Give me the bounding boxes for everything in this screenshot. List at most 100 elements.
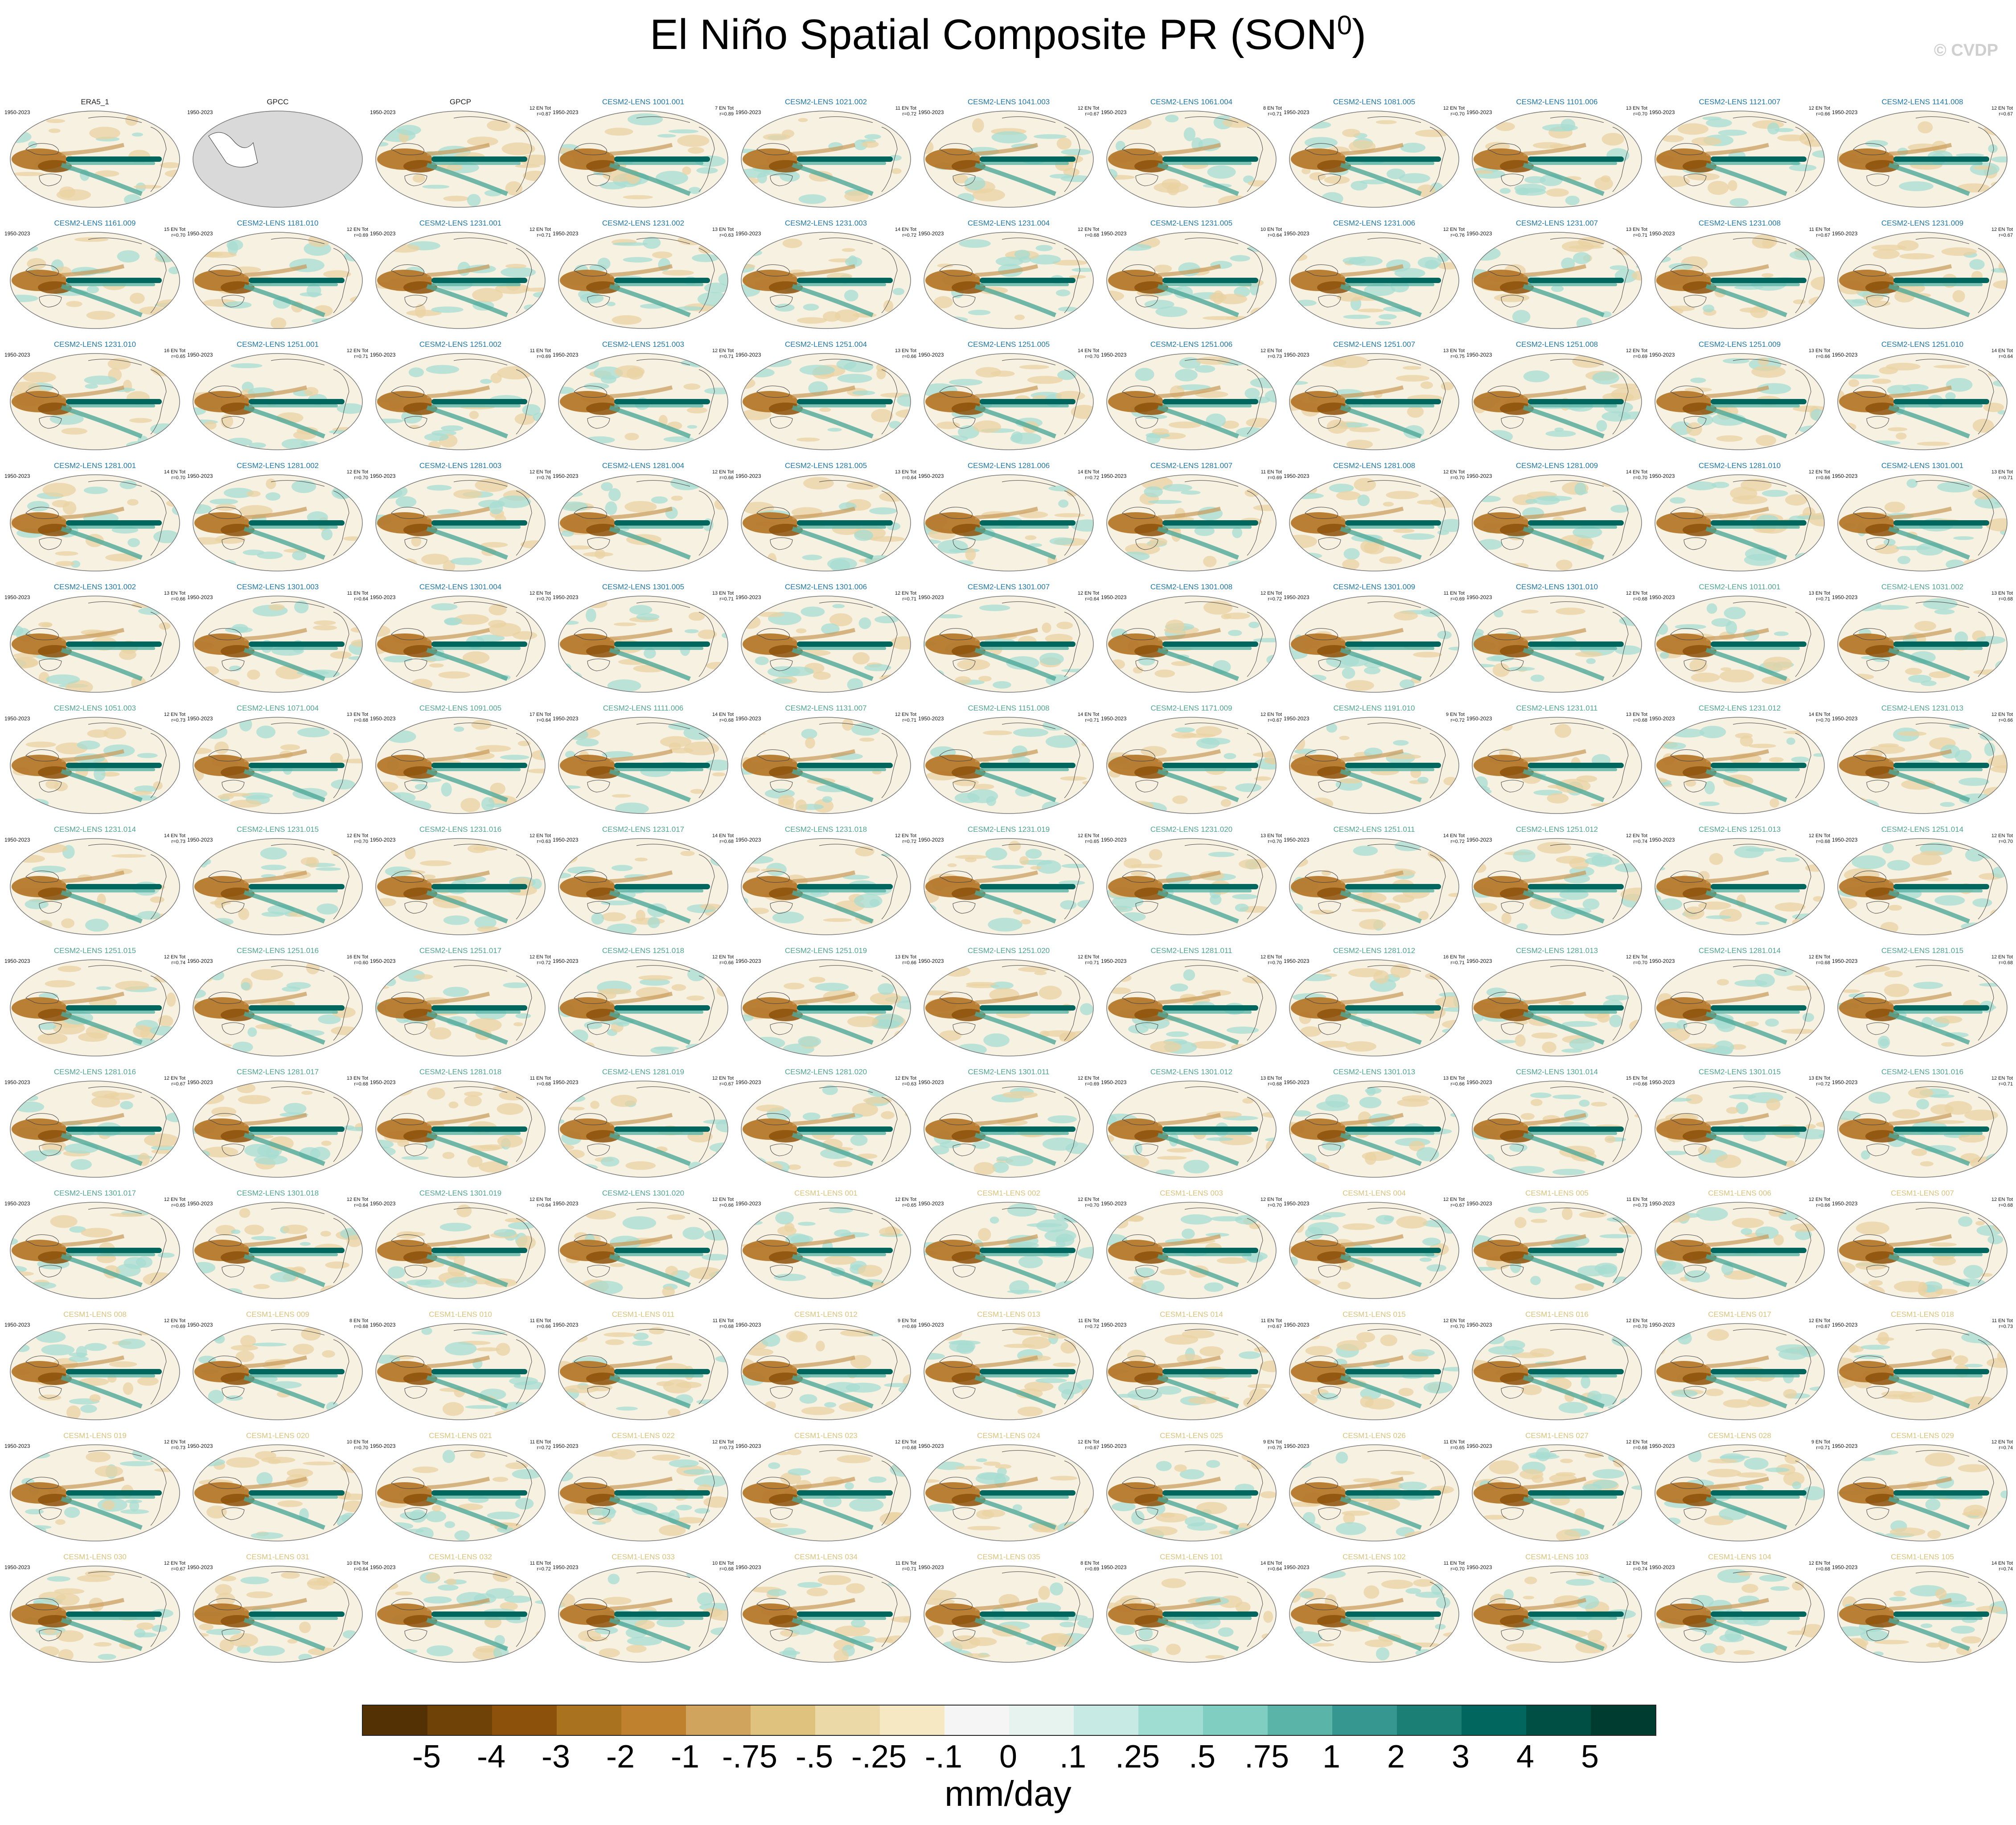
colorbar-swatch [1462, 1706, 1526, 1735]
panel-stats: 12 EN Tot r=0.74 [1626, 1561, 1647, 1572]
panel-title: CESM2-LENS 1251.005 [967, 340, 1050, 349]
panel-event-count: 13 EN Tot [1443, 1076, 1465, 1081]
panel-period: 1950-2023 [187, 1200, 213, 1207]
panel-period: 1950-2023 [1101, 1322, 1127, 1328]
panel-stats: 12 EN Tot r=0.69 [347, 227, 368, 238]
precip-anomaly-map [1106, 596, 1277, 693]
panel-period: 1950-2023 [1466, 473, 1492, 479]
precip-anomaly-map [1837, 717, 2008, 814]
panel-title: CESM2-LENS 1281.018 [419, 1068, 502, 1076]
panel-correlation: r=0.70 [1450, 475, 1465, 481]
panel-stats: 12 EN Tot r=0.73 [712, 1439, 734, 1451]
panel-event-count: 12 EN Tot [1808, 106, 1830, 111]
panel-title: GPCP [449, 98, 472, 106]
panel-period: 1950-2023 [187, 473, 213, 479]
panel-correlation: r=0.65 [902, 1203, 917, 1208]
panel-period: 1950-2023 [1649, 715, 1675, 722]
panel-correlation: r=0.68 [1633, 596, 1648, 602]
map-panel: CESM2-LENS 1231.005 1950-2023 10 EN Tot r=0… [1100, 217, 1283, 338]
map-panel: CESM2-LENS 1231.013 1950-2023 12 EN Tot r=0… [1831, 702, 2014, 823]
precip-anomaly-map [1106, 111, 1277, 208]
precip-anomaly-map [10, 1444, 180, 1541]
map-panel: CESM2-LENS 1301.018 1950-2023 12 EN Tot r=0… [186, 1187, 369, 1308]
precip-anomaly-map [193, 1566, 363, 1663]
map-panel: CESM1-LENS 101 1950-2023 14 EN Tot r=0.64 [1100, 1551, 1283, 1672]
panel-stats: 12 EN Tot r=0.76 [1443, 227, 1465, 238]
panel-title: GPCC [267, 98, 289, 106]
precip-anomaly-map [741, 596, 911, 693]
colorbar-swatch [557, 1706, 621, 1735]
panel-event-count: 12 EN Tot [895, 833, 916, 839]
panel-period: 1950-2023 [553, 1079, 579, 1085]
map-panel: CESM1-LENS 027 1950-2023 12 EN Tot r=0.68 [1466, 1430, 1648, 1551]
panel-correlation: r=0.68 [719, 1566, 734, 1572]
colorbar-tick-label: -.5 [795, 1739, 833, 1775]
panel-correlation: r=0.74 [1633, 1566, 1648, 1572]
panel-correlation: r=0.69 [537, 354, 551, 359]
panel-stats: 14 EN Tot r=0.64 [1991, 348, 2013, 360]
panel-period: 1950-2023 [370, 352, 396, 358]
panel-title: CESM2-LENS 1281.008 [1333, 461, 1416, 470]
precip-anomaly-map [1289, 111, 1459, 208]
panel-correlation: r=0.70 [171, 233, 186, 238]
map-panel: CESM2-LENS 1301.019 1950-2023 12 EN Tot r=0… [369, 1187, 552, 1308]
panel-title: CESM2-LENS 1231.010 [53, 340, 136, 349]
panel-period: 1950-2023 [1466, 1200, 1492, 1207]
panel-period: 1950-2023 [187, 837, 213, 843]
colorbar-tick-label: 0 [999, 1739, 1018, 1775]
panel-stats: 8 EN Tot r=0.71 [1263, 106, 1282, 117]
panel-correlation: r=0.74 [1633, 839, 1648, 844]
panel-row: CESM1-LENS 008 1950-2023 12 EN Tot r=0.69 CE… [4, 1308, 2014, 1430]
panel-row: CESM2-LENS 1231.014 1950-2023 14 EN Tot r=0… [4, 823, 2014, 945]
precip-anomaly-map [1472, 1566, 1642, 1663]
panel-title: CESM2-LENS 1071.004 [236, 704, 319, 712]
panel-title: CESM1-LENS 012 [794, 1310, 858, 1319]
panel-event-count: 13 EN Tot [712, 591, 734, 596]
panel-title: CESM1-LENS 003 [1160, 1189, 1223, 1197]
precip-anomaly-map [375, 1081, 546, 1178]
panel-period: 1950-2023 [370, 958, 396, 964]
panel-event-count: 12 EN Tot [346, 1197, 368, 1202]
map-panel: CESM2-LENS 1181.010 1950-2023 12 EN Tot r=0… [186, 217, 369, 338]
map-panel: CESM2-LENS 1231.020 1950-2023 13 EN Tot r=0… [1100, 823, 1283, 945]
precip-anomaly-map [1655, 1566, 1825, 1663]
panel-title: CESM2-LENS 1251.010 [1881, 340, 1964, 349]
precip-anomaly-map [1106, 717, 1277, 814]
panel-title: CESM2-LENS 1251.015 [53, 946, 136, 955]
panel-event-count: 11 EN Tot [895, 106, 916, 111]
panel-event-count: 12 EN Tot [1808, 469, 1830, 475]
precip-anomaly-map [10, 596, 180, 693]
panel-event-count: 14 EN Tot [164, 833, 185, 839]
panel-event-count: 11 EN Tot [530, 1318, 551, 1324]
panel-stats: 12 EN Tot r=0.70 [1078, 1197, 1099, 1208]
panel-title: CESM2-LENS 1251.003 [602, 340, 685, 349]
panel-period: 1950-2023 [735, 715, 761, 722]
panel-correlation: r=0.68 [354, 718, 369, 723]
panel-event-count: 12 EN Tot [1991, 833, 2013, 839]
map-panel: CESM2-LENS 1231.014 1950-2023 14 EN Tot r=0… [4, 823, 186, 945]
colorbar-swatch [751, 1706, 815, 1735]
panel-period: 1950-2023 [735, 594, 761, 600]
panel-event-count: 14 EN Tot [1077, 712, 1099, 717]
panel-title: CESM1-LENS 030 [63, 1553, 127, 1561]
panel-correlation: r=0.66 [1816, 354, 1831, 359]
panel-correlation: r=0.69 [1633, 354, 1648, 359]
panel-event-count: 11 EN Tot [1261, 1318, 1282, 1324]
map-panel: CESM1-LENS 023 1950-2023 12 EN Tot r=0.68 [735, 1430, 917, 1551]
map-panel: CESM2-LENS 1031.002 1950-2023 13 EN Tot r=0… [1831, 581, 2014, 702]
panel-title: CESM1-LENS 006 [1708, 1189, 1771, 1197]
panel-period: 1950-2023 [1101, 1200, 1127, 1207]
panel-period: 1950-2023 [187, 109, 213, 115]
colorbar-swatch [1203, 1706, 1268, 1735]
panel-correlation: r=0.72 [902, 839, 917, 844]
panel-correlation: r=0.70 [1633, 1324, 1648, 1329]
panel-period: 1950-2023 [4, 594, 30, 600]
panel-period: 1950-2023 [1101, 594, 1127, 600]
panel-period: 1950-2023 [735, 1322, 761, 1328]
map-panel: CESM2-LENS 1281.011 1950-2023 12 EN Tot r=0… [1100, 945, 1283, 1066]
panel-row: CESM2-LENS 1161.009 1950-2023 15 EN Tot r=0… [4, 217, 2014, 338]
panel-event-count: 14 EN Tot [1077, 348, 1099, 353]
precip-anomaly-map [1106, 232, 1277, 329]
map-panel: CESM2-LENS 1301.007 1950-2023 12 EN Tot r=0… [917, 581, 1100, 702]
panel-title: CESM1-LENS 032 [429, 1553, 492, 1561]
